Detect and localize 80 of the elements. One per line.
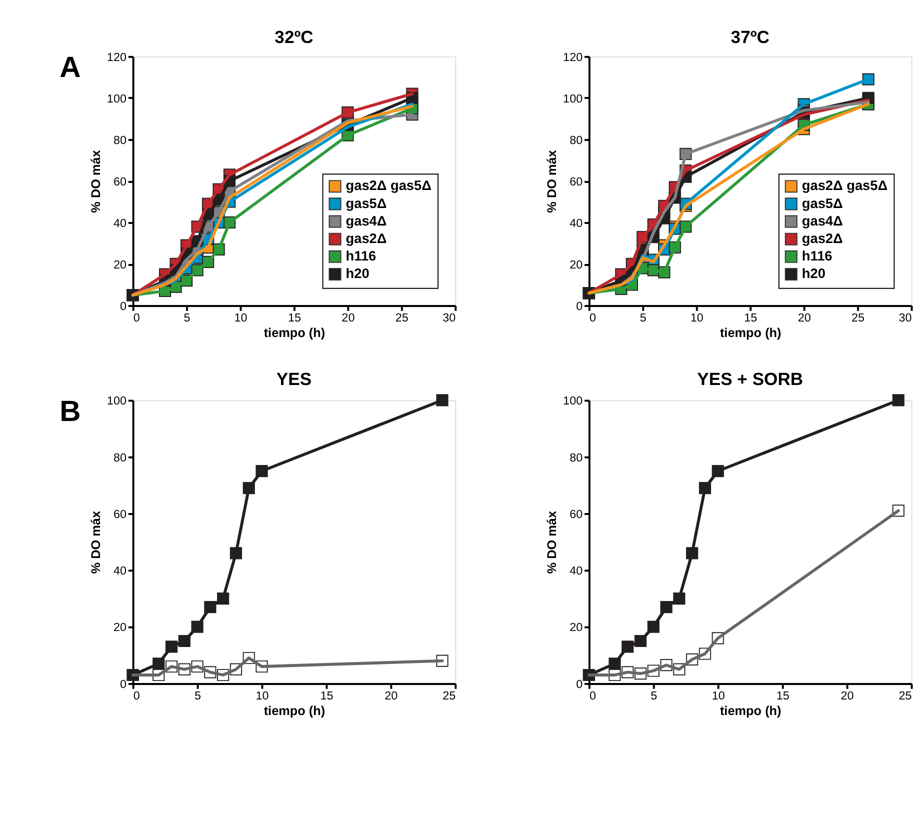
- y-tick-label: 100: [106, 92, 127, 106]
- legend-label: gas4Δ: [802, 213, 844, 228]
- x-tick-label: 20: [798, 312, 812, 325]
- y-tick-label: 80: [570, 451, 584, 464]
- y-tick-label: 40: [570, 564, 584, 578]
- legend-label: gas2Δ gas5Δ: [346, 178, 432, 194]
- legend-label: h116: [346, 248, 377, 264]
- y-tick-label: 80: [113, 451, 127, 464]
- legend-label: gas2Δ gas5Δ: [802, 178, 888, 194]
- legend-label: gas5Δ: [802, 196, 844, 211]
- text: A: [60, 50, 81, 84]
- y-axis-title: % DO máx: [89, 510, 104, 574]
- x-tick-label: 5: [650, 690, 658, 703]
- x-tick-label: 20: [840, 690, 854, 703]
- chart-title: YES + SORB: [697, 368, 804, 389]
- y-tick-label: 100: [563, 92, 584, 106]
- x-axis-title: tiempo (h): [264, 704, 326, 718]
- legend-label: gas2Δ: [802, 230, 844, 246]
- legend-label: gas4Δ: [346, 213, 387, 228]
- x-tick-label: 15: [320, 690, 334, 703]
- chart-title: 32ºC: [274, 26, 314, 47]
- legend-label: gas2Δ: [346, 230, 387, 246]
- y-tick-label: 60: [113, 508, 127, 521]
- x-tick-label: 25: [395, 312, 409, 325]
- y-axis-title: % DO máx: [545, 150, 560, 213]
- point: [862, 73, 874, 86]
- legend-label: gas5Δ: [346, 196, 387, 211]
- y-tick-label: 60: [113, 175, 127, 188]
- x-tick-label: 25: [442, 690, 456, 703]
- y-tick-label: 100: [106, 394, 127, 408]
- y-tick-label: 120: [563, 50, 584, 64]
- y-axis-title: % DO máx: [545, 510, 560, 574]
- y-tick-label: 120: [106, 50, 127, 64]
- y-tick-label: 20: [570, 258, 584, 272]
- x-tick-label: 10: [690, 312, 704, 325]
- y-tick-label: 0: [576, 300, 584, 313]
- x-tick-label: 5: [194, 690, 202, 703]
- x-tick-label: 15: [744, 312, 758, 325]
- x-tick-label: 0: [589, 690, 596, 703]
- y-tick-label: 60: [570, 175, 584, 188]
- chart-title: 37ºC: [730, 26, 770, 47]
- x-tick-label: 10: [234, 312, 248, 325]
- legend-label: h20: [802, 266, 826, 282]
- y-tick-label: 40: [113, 564, 127, 578]
- x-tick-label: 15: [288, 312, 302, 325]
- y-tick-label: 20: [113, 258, 127, 272]
- x-tick-label: 15: [776, 690, 790, 703]
- x-axis-title: tiempo (h): [264, 326, 326, 340]
- y-tick-label: 0: [120, 300, 127, 313]
- x-axis-title: tiempo (h): [720, 326, 782, 340]
- y-tick-label: 0: [576, 678, 584, 691]
- point: [436, 394, 448, 406]
- y-tick-label: 0: [120, 678, 127, 691]
- x-tick-label: 25: [898, 690, 912, 703]
- y-tick-label: 20: [113, 621, 127, 634]
- x-tick-label: 25: [852, 312, 866, 325]
- y-tick-label: 80: [570, 134, 584, 147]
- x-tick-label: 0: [133, 312, 140, 325]
- y-tick-label: 100: [563, 394, 584, 408]
- x-tick-label: 20: [342, 312, 356, 325]
- y-tick-label: 40: [570, 216, 584, 230]
- y-tick-label: 60: [570, 508, 584, 521]
- x-tick-label: 5: [640, 312, 647, 325]
- x-tick-label: 5: [184, 312, 191, 325]
- x-tick-label: 30: [442, 312, 456, 325]
- legend-label: h20: [346, 266, 370, 282]
- y-tick-label: 20: [570, 621, 584, 634]
- chart-title: YES: [276, 368, 312, 389]
- text: B: [60, 394, 81, 428]
- y-tick-label: 40: [113, 216, 127, 230]
- x-tick-label: 30: [898, 312, 912, 325]
- x-tick-label: 0: [133, 690, 140, 703]
- x-tick-label: 20: [384, 690, 398, 703]
- legend-label: h116: [802, 248, 833, 264]
- x-axis-title: tiempo (h): [720, 704, 782, 718]
- x-tick-label: 0: [589, 312, 596, 325]
- x-tick-label: 10: [712, 690, 726, 703]
- x-tick-label: 10: [256, 690, 270, 703]
- y-tick-label: 80: [113, 134, 127, 147]
- y-axis-title: % DO máx: [89, 150, 104, 213]
